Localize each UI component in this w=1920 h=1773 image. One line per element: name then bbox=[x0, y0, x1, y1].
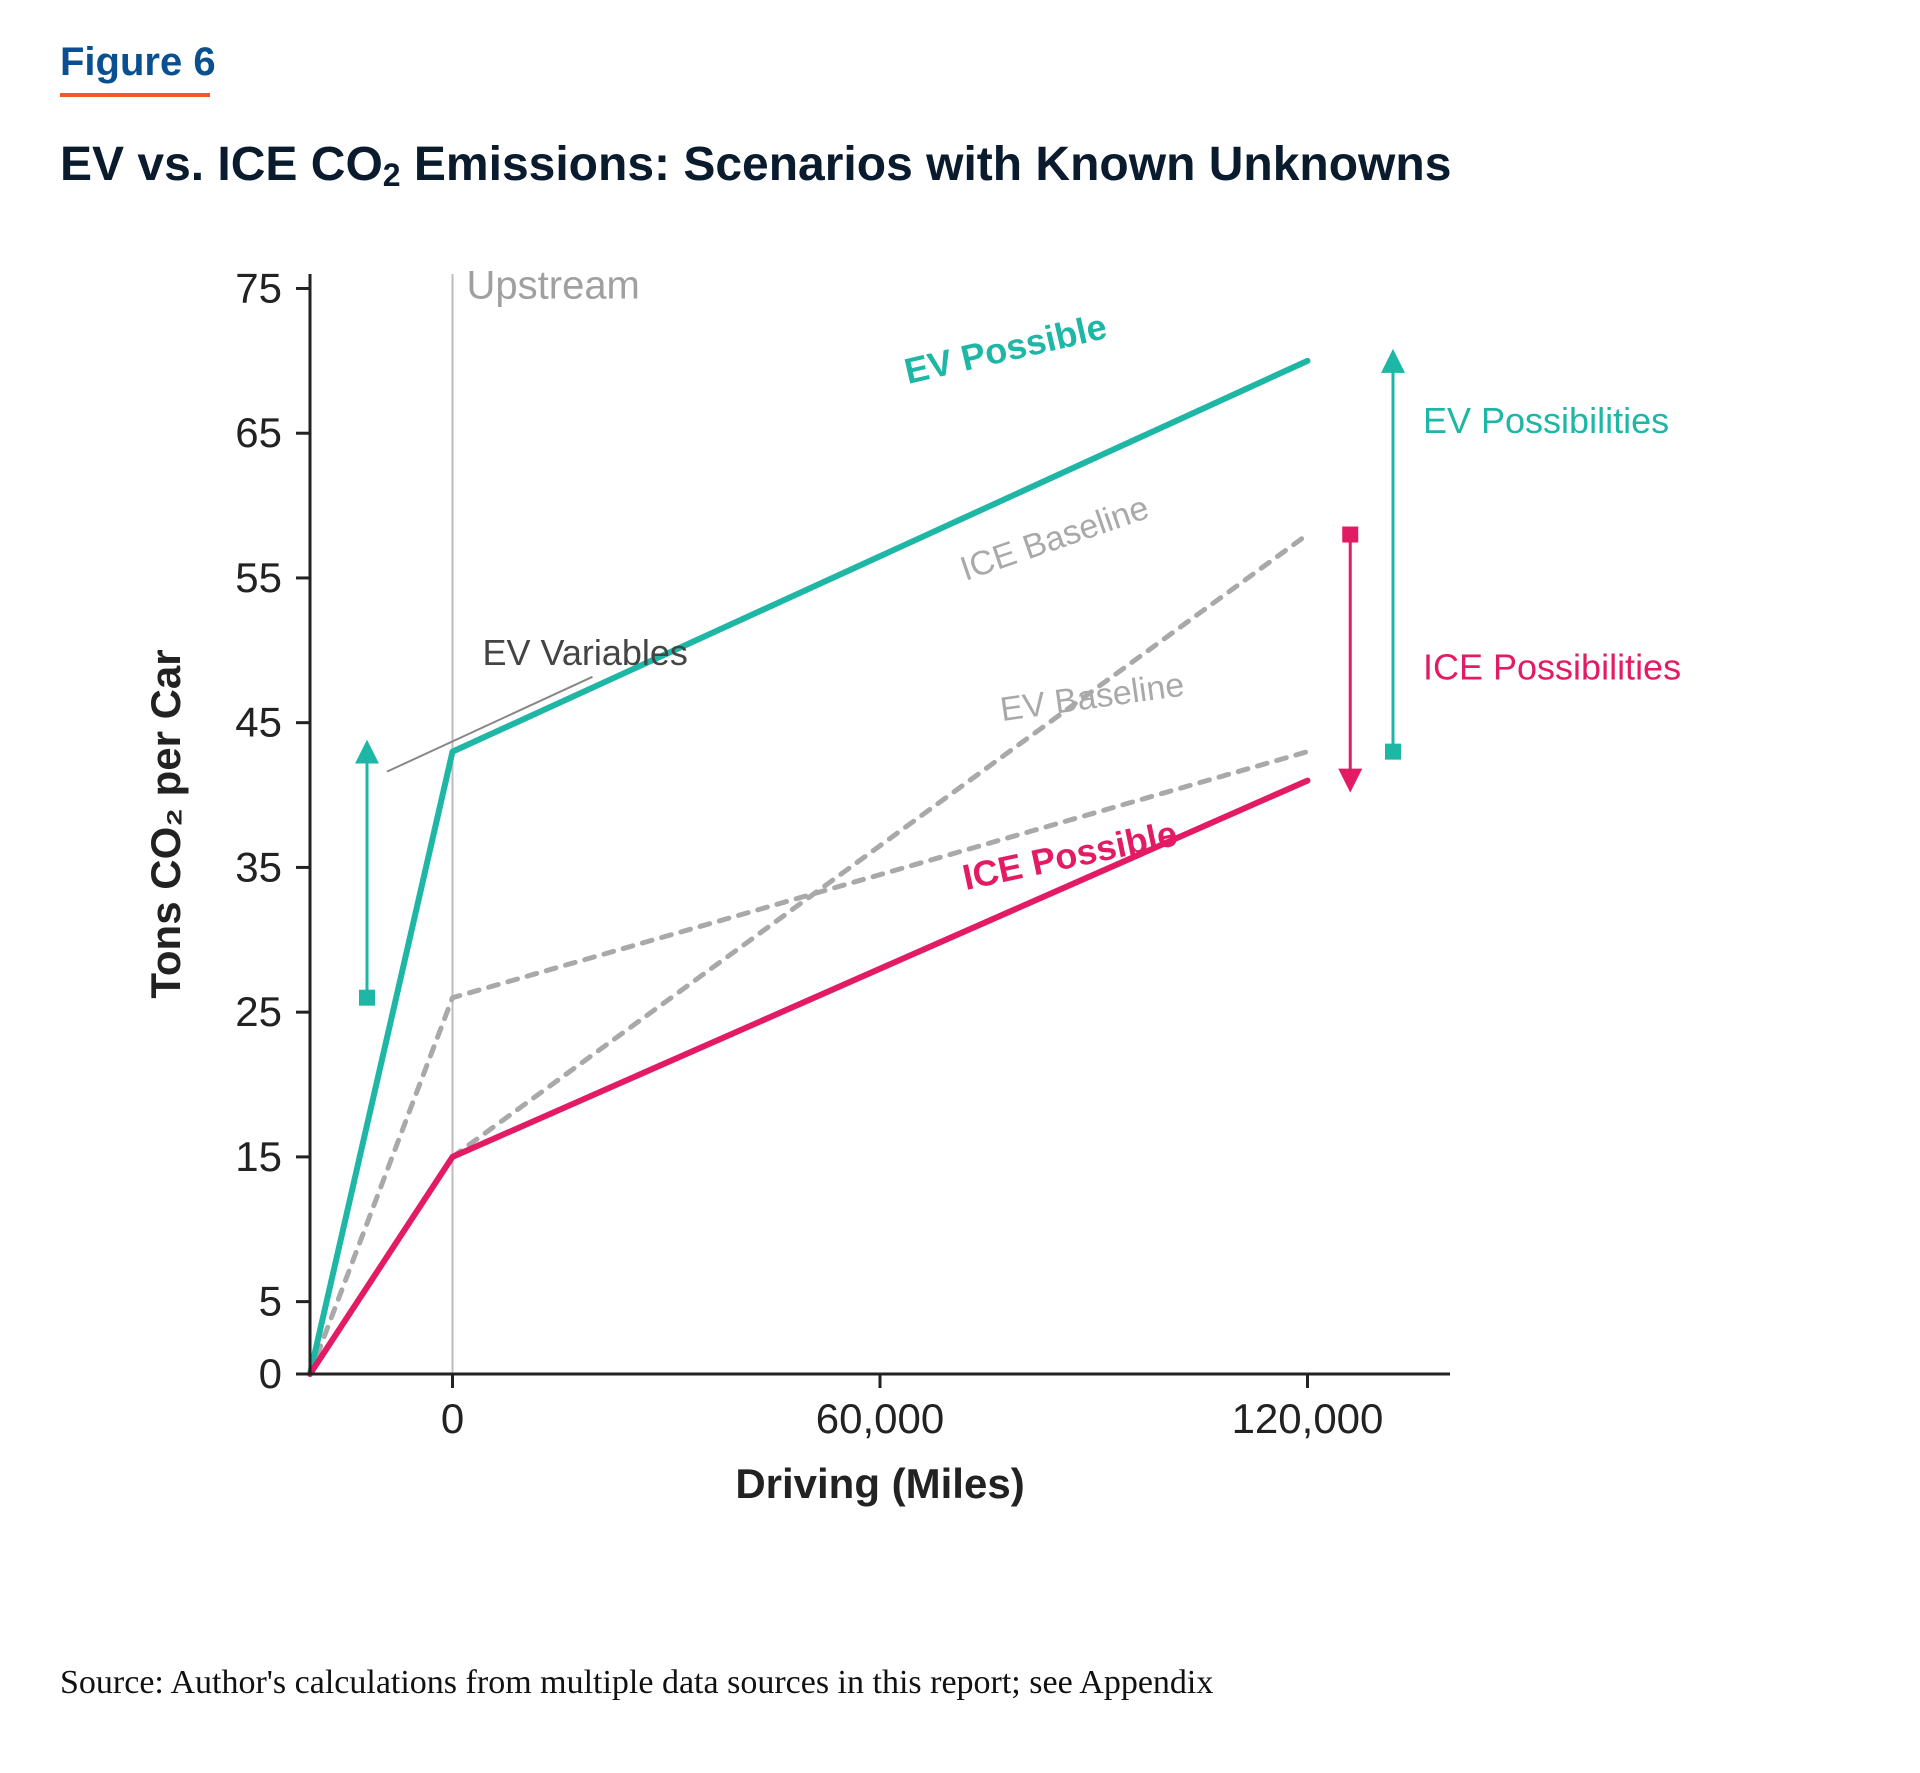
svg-text:60,000: 60,000 bbox=[816, 1395, 944, 1442]
svg-text:120,000: 120,000 bbox=[1232, 1395, 1384, 1442]
svg-text:5: 5 bbox=[259, 1278, 282, 1325]
series-ice_possible bbox=[310, 781, 1308, 1374]
svg-text:EV Possibilities: EV Possibilities bbox=[1423, 400, 1669, 441]
svg-text:45: 45 bbox=[235, 699, 282, 746]
svg-text:ICE Possibilities: ICE Possibilities bbox=[1423, 646, 1681, 687]
svg-text:Tons CO₂ per Car: Tons CO₂ per Car bbox=[142, 649, 189, 998]
figure-rule bbox=[60, 93, 210, 97]
svg-text:Driving (Miles): Driving (Miles) bbox=[735, 1460, 1024, 1507]
svg-text:25: 25 bbox=[235, 988, 282, 1035]
svg-text:55: 55 bbox=[235, 554, 282, 601]
svg-text:ICE Baseline: ICE Baseline bbox=[955, 489, 1153, 589]
svg-text:EV Baseline: EV Baseline bbox=[998, 666, 1187, 729]
chart-title-post: Emissions: Scenarios with Known Unknowns bbox=[401, 138, 1452, 191]
chart-svg: Upstream ICE Baseline EV Baseline EV Possib… bbox=[60, 224, 1820, 1624]
source-text: Source: Author's calculations from multi… bbox=[60, 1664, 1860, 1702]
svg-text:65: 65 bbox=[235, 409, 282, 456]
figure-label: Figure 6 bbox=[60, 40, 1860, 85]
chart-title-sub: 2 bbox=[383, 157, 401, 193]
svg-text:75: 75 bbox=[235, 264, 282, 311]
svg-text:0: 0 bbox=[259, 1350, 282, 1397]
series-ice_baseline bbox=[310, 535, 1308, 1374]
svg-text:EV Possible: EV Possible bbox=[900, 306, 1110, 392]
svg-text:15: 15 bbox=[235, 1133, 282, 1180]
svg-text:EV Variables: EV Variables bbox=[483, 632, 688, 673]
svg-text:Upstream: Upstream bbox=[467, 263, 640, 307]
svg-text:35: 35 bbox=[235, 843, 282, 890]
series-ev_possible bbox=[310, 361, 1308, 1374]
chart-area: Upstream ICE Baseline EV Baseline EV Possib… bbox=[60, 224, 1820, 1624]
chart-title: EV vs. ICE CO2 Emissions: Scenarios with… bbox=[60, 137, 1860, 194]
svg-text:0: 0 bbox=[441, 1395, 464, 1442]
chart-title-pre: EV vs. ICE CO bbox=[60, 138, 383, 191]
